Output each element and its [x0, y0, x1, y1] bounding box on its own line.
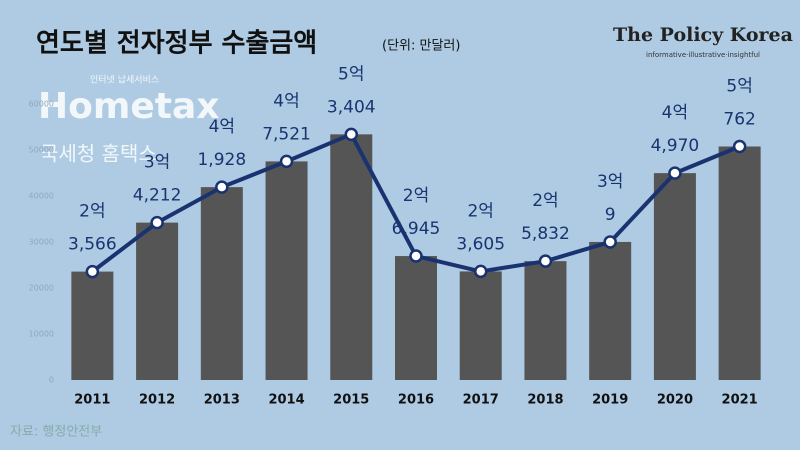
value-label: 6,945	[392, 219, 441, 239]
bar	[71, 271, 114, 380]
x-tick-label: 2021	[722, 393, 758, 408]
value-label: 4,970	[651, 136, 700, 156]
y-tick-label: 30000	[29, 238, 54, 247]
value-label-top: 2억	[79, 202, 105, 222]
y-tick-label: 0	[49, 376, 54, 385]
x-tick-label: 2015	[333, 393, 369, 408]
x-tick-label: 2011	[74, 393, 110, 408]
value-label: 5,832	[521, 224, 570, 244]
bar	[718, 146, 761, 380]
bar	[265, 161, 308, 380]
point	[215, 180, 229, 194]
bar	[589, 241, 632, 380]
value-label: 4,212	[133, 186, 182, 206]
bar	[524, 261, 567, 380]
point	[409, 249, 423, 263]
value-label-top: 5억	[726, 76, 752, 96]
x-tick-label: 2013	[204, 393, 240, 408]
value-label-top: 5억	[338, 64, 364, 84]
point	[473, 264, 488, 279]
x-tick-label: 2014	[268, 393, 304, 408]
x-tick-label: 2016	[398, 393, 434, 408]
x-tick-label: 2020	[657, 393, 693, 408]
bar	[136, 222, 179, 380]
y-tick-label: 10000	[29, 330, 54, 339]
y-tick-label: 50000	[29, 146, 54, 155]
value-label-top: 4억	[662, 103, 688, 123]
value-label: 762	[723, 109, 755, 129]
x-tick-label: 2018	[527, 393, 563, 408]
point	[732, 139, 747, 154]
value-label-top: 2억	[467, 201, 493, 221]
bar	[330, 134, 373, 380]
bar	[395, 256, 437, 380]
point	[603, 235, 617, 249]
point	[668, 166, 682, 180]
value-label: 3,605	[456, 234, 505, 254]
y-tick-label: 20000	[29, 284, 54, 293]
point	[279, 154, 294, 169]
value-label-top: 4억	[209, 117, 235, 137]
point	[85, 264, 100, 279]
value-label-top: 3억	[144, 153, 170, 173]
chart-title: 연도별 전자정부 수출금액	[36, 29, 317, 59]
point	[150, 215, 164, 230]
value-label: 3,404	[327, 97, 376, 117]
value-label-top: 2억	[403, 186, 429, 206]
point	[538, 254, 553, 268]
bar	[200, 187, 243, 380]
point	[344, 127, 359, 142]
value-label-top: 2억	[532, 191, 558, 211]
value-label: 1,928	[197, 150, 246, 170]
y-tick-label: 40000	[29, 192, 54, 201]
x-tick-label: 2019	[592, 393, 628, 408]
value-label: 7,521	[262, 124, 311, 144]
watermark-logo: Hometax	[38, 86, 220, 127]
x-tick-label: 2017	[463, 393, 499, 408]
brand-name: The Policy Korea	[613, 24, 793, 46]
bar	[459, 271, 502, 380]
y-tick-label: 60000	[29, 100, 54, 109]
value-label: 3,566	[68, 235, 117, 255]
brand-tagline: informative·illustrative·insightful	[646, 51, 760, 59]
value-label-top: 4억	[273, 91, 299, 111]
watermark-bottom: 국세청 홈택스	[40, 142, 157, 166]
x-tick-label: 2012	[139, 393, 175, 408]
source: 자료: 행정안전부	[10, 424, 102, 440]
value-label-top: 3억	[597, 172, 623, 192]
bar	[653, 173, 696, 380]
watermark-top: 인터넷 납세서비스	[90, 75, 159, 86]
value-label: 9	[605, 205, 616, 225]
chart-subtitle: (단위: 만달러)	[382, 39, 460, 54]
